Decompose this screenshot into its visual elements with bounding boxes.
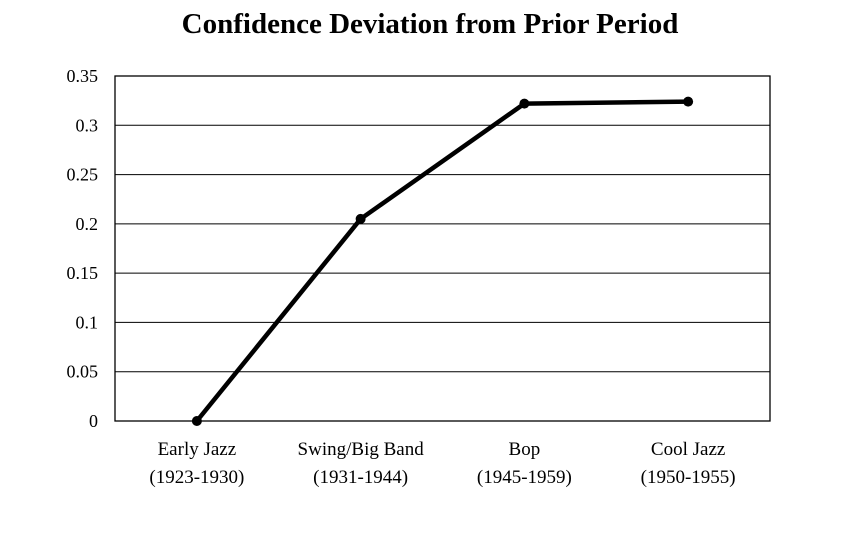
chart-title: Confidence Deviation from Prior Period <box>181 8 679 40</box>
x-tick-sublabel: (1950-1955) <box>641 467 736 488</box>
y-tick-label: 0.25 <box>67 165 99 185</box>
x-tick-label: Bop <box>509 439 541 460</box>
data-point-1 <box>355 213 366 224</box>
x-tick-sublabel: (1945-1959) <box>477 467 572 488</box>
x-tick-sublabel: (1923-1930) <box>149 467 244 488</box>
y-tick-label: 0.2 <box>76 214 99 234</box>
x-tick-label: Early Jazz <box>158 439 237 460</box>
y-axis-tick-labels: 0 0.05 0.1 0.15 0.2 0.25 0.3 0.35 <box>67 66 99 431</box>
y-tick-label: 0.1 <box>76 312 99 332</box>
y-tick-label: 0.3 <box>76 115 99 135</box>
data-point-0 <box>191 416 202 426</box>
x-tick-label: Swing/Big Band <box>298 439 425 460</box>
data-point-3 <box>683 96 694 107</box>
series-line <box>194 99 691 424</box>
data-point-2 <box>519 98 530 109</box>
x-tick-sublabel: (1931-1944) <box>313 467 408 488</box>
x-tick-label: Cool Jazz <box>651 439 725 460</box>
y-tick-label: 0.05 <box>67 362 99 382</box>
x-axis-tick-labels: Early Jazz (1923-1930) Swing/Big Band (1931… <box>149 439 735 488</box>
data-points <box>191 96 694 426</box>
y-tick-label: 0.35 <box>67 66 99 86</box>
gridlines <box>115 75 770 422</box>
y-tick-label: 0.15 <box>67 263 99 283</box>
y-tick-label: 0 <box>89 411 98 431</box>
plot-area-border <box>114 75 771 422</box>
